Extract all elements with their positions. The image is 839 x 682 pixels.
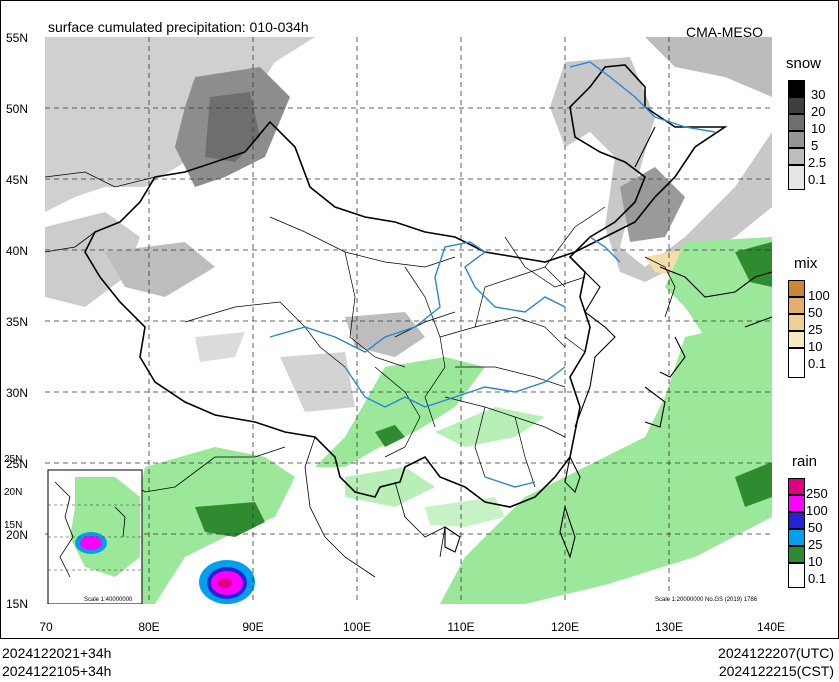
precipitation-map: Scale 1:40000000 Scale 1:20000000 No.GS … (45, 37, 772, 604)
inset-lat-label: 15N (4, 520, 23, 531)
mix-swatch (788, 331, 805, 348)
snow-legend-label: 2.5 (808, 155, 827, 170)
rain-areas (125, 237, 772, 604)
mix-swatch (788, 280, 805, 297)
snow-legend-label: 10 (811, 121, 826, 136)
lat-label: 20N (6, 528, 29, 542)
snow-legend-label: 20 (811, 104, 826, 119)
snow-swatch (788, 148, 805, 165)
rain-legend-label: 10 (808, 554, 823, 569)
rivers (269, 61, 716, 488)
rain-legend-label: 25 (808, 537, 823, 552)
rain-legend-label: 50 (808, 520, 823, 535)
lat-label: 15N (6, 597, 29, 611)
map-title: surface cumulated precipitation: 010-034… (48, 19, 309, 35)
lat-label: 50N (6, 102, 29, 116)
lon-label: 100E (342, 620, 372, 634)
lat-label: 45N (6, 173, 29, 187)
snow-swatch (788, 80, 805, 97)
rain-swatch (788, 563, 805, 588)
map-scale-note: Scale 1:20000000 No.GS (2019) 1786 (655, 597, 758, 603)
rain-swatch (788, 546, 805, 563)
lat-label: 35N (6, 315, 29, 329)
lon-label: 110E (447, 620, 475, 634)
inset-lat-label: 20N (4, 487, 23, 498)
lon-label: 140E (756, 620, 786, 634)
rain-legend-title: rain (792, 453, 818, 470)
snow-swatch (788, 97, 805, 114)
inset-scale-text: Scale 1:40000000 (84, 597, 133, 603)
rain-legend-label: 250 (806, 486, 828, 501)
rain-legend-label: 100 (806, 503, 828, 518)
province-boundaries (184, 206, 606, 488)
mix-legend-label: 10 (808, 339, 823, 354)
footer-valid-time-utc: 2024122207(UTC) (718, 645, 834, 661)
lon-label: 120E (550, 620, 580, 634)
lat-label: 30N (6, 386, 29, 400)
snow-legend-label: 5 (811, 138, 819, 153)
mix-swatch (788, 348, 805, 378)
mix-legend-label: 0.1 (808, 356, 827, 371)
rain-swatch (788, 512, 805, 529)
lat-label: 55N (6, 31, 29, 45)
mix-swatch (788, 314, 805, 331)
national-boundary (84, 64, 728, 508)
snow-areas (45, 37, 772, 412)
coastlines (444, 126, 772, 559)
snow-legend-label: 30 (811, 87, 826, 102)
source-label: CMA-MESO (686, 24, 763, 40)
mix-legend-label: 25 (808, 322, 823, 337)
snow-swatch (788, 131, 805, 148)
lon-label: 90E (242, 620, 264, 634)
footer-init-time-utc: 2024122021+34h (2, 645, 112, 661)
lat-label: 25N (6, 457, 29, 471)
footer-init-time-cst: 2024122105+34h (2, 663, 112, 679)
lon-label: 80E (138, 620, 160, 634)
neighbour-boundaries (45, 171, 676, 578)
mix-swatch (788, 297, 805, 314)
mix-legend-label: 100 (808, 288, 830, 303)
inset-lat-label: 25N (4, 454, 23, 465)
mix-legend-label: 50 (808, 305, 823, 320)
snow-legend-title: snow (786, 55, 822, 72)
snow-swatch (788, 165, 805, 190)
lon-label: 70 (39, 620, 53, 634)
lon-label: 130E (654, 620, 684, 634)
inset-map: Scale 1:40000000 (47, 469, 143, 604)
rain-swatch (788, 478, 805, 495)
rain-swatch (788, 529, 805, 546)
snow-legend-label: 0.1 (808, 172, 827, 187)
footer-valid-time-cst: 2024122215(CST) (718, 663, 834, 679)
mix-legend-title: mix (794, 255, 818, 272)
lat-label: 40N (6, 244, 29, 258)
rain-swatch (788, 495, 805, 512)
rain-legend-label: 0.1 (808, 571, 827, 586)
snow-swatch (788, 114, 805, 131)
